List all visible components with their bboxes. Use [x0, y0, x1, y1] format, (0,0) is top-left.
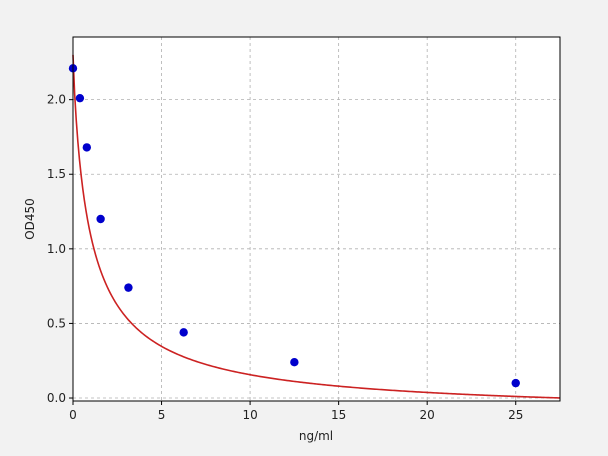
y-tick-label: 1.0	[47, 242, 66, 256]
data-point	[290, 358, 299, 367]
y-tick-label: 0.0	[47, 391, 66, 405]
data-point	[96, 214, 105, 224]
data-points-layer	[68, 64, 520, 388]
y-tick-label: 1.5	[47, 167, 66, 181]
x-tick-label: 0	[69, 408, 77, 422]
x-axis-ticks: 0 5 10 15 20 25	[69, 401, 523, 422]
x-tick-label: 5	[158, 408, 166, 422]
x-tick-label: 20	[420, 408, 435, 422]
y-axis-ticks: 0.0 0.5 1.0 1.5 2.0	[47, 93, 73, 405]
data-point	[82, 143, 92, 152]
data-point	[124, 283, 133, 292]
y-axis-label: OD450	[23, 198, 37, 240]
y-tick-label: 2.0	[47, 93, 66, 107]
x-tick-label: 10	[242, 408, 257, 422]
x-tick-label: 25	[508, 408, 523, 422]
fit-curve	[72, 54, 561, 399]
x-axis-label: ng/ml	[299, 429, 333, 443]
plot-area	[73, 37, 560, 401]
y-tick-label: 0.5	[47, 316, 66, 330]
fit-curve-layer	[72, 54, 561, 399]
data-point	[179, 328, 188, 337]
data-point	[511, 378, 520, 388]
data-point	[75, 93, 85, 103]
plot-frame	[72, 36, 561, 402]
x-tick-label: 15	[331, 408, 346, 422]
